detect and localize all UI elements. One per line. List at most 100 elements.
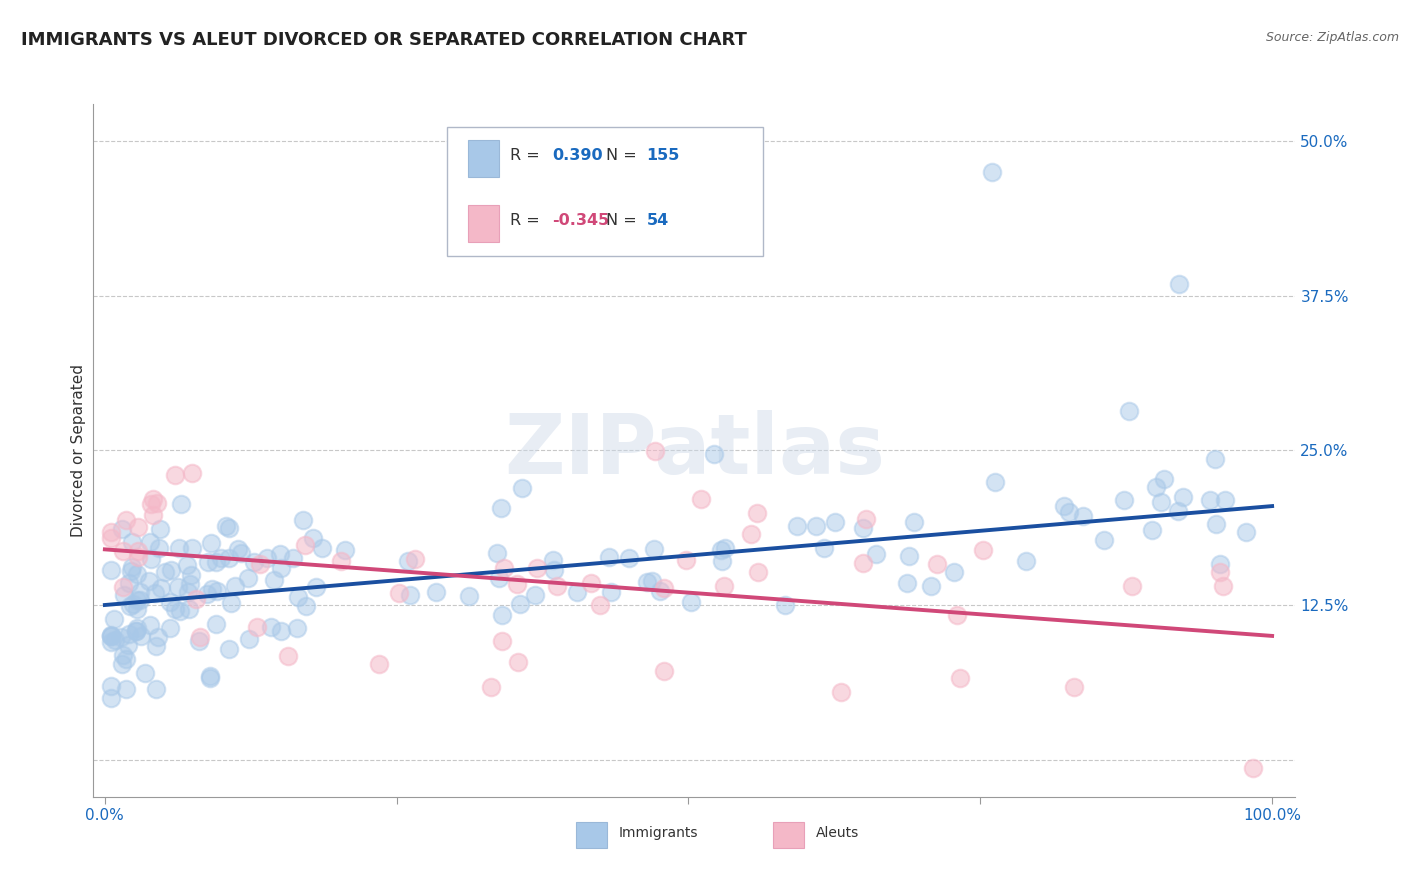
- Point: [1063, 680, 1085, 694]
- Point: [652, 582, 675, 596]
- Point: [200, 669, 222, 683]
- Point: [1205, 517, 1227, 532]
- Point: [1204, 451, 1226, 466]
- Point: [167, 580, 190, 594]
- Point: [153, 565, 176, 579]
- Point: [169, 604, 191, 618]
- Point: [127, 549, 149, 564]
- Point: [249, 557, 271, 571]
- Point: [711, 554, 734, 568]
- Point: [302, 531, 325, 545]
- Point: [775, 599, 797, 613]
- Point: [509, 597, 531, 611]
- Point: [654, 664, 676, 678]
- Point: [218, 550, 240, 565]
- Point: [149, 522, 172, 536]
- Point: [599, 584, 621, 599]
- Point: [115, 682, 138, 697]
- Point: [103, 612, 125, 626]
- Point: [121, 535, 143, 549]
- Point: [100, 629, 122, 643]
- Point: [139, 551, 162, 566]
- Point: [546, 579, 568, 593]
- Point: [176, 585, 198, 599]
- Point: [277, 649, 299, 664]
- Point: [1057, 505, 1080, 519]
- Point: [294, 599, 316, 614]
- Point: [145, 586, 167, 600]
- Text: N =: N =: [606, 148, 637, 163]
- Point: [218, 520, 240, 534]
- Point: [641, 574, 664, 588]
- Point: [1212, 578, 1234, 592]
- Point: [125, 624, 148, 639]
- Point: [526, 561, 548, 575]
- Point: [204, 555, 226, 569]
- Point: [488, 571, 510, 585]
- Point: [118, 576, 141, 591]
- Point: [1112, 492, 1135, 507]
- Point: [425, 585, 447, 599]
- Point: [159, 594, 181, 608]
- Point: [619, 550, 641, 565]
- Point: [1167, 504, 1189, 518]
- Point: [1153, 472, 1175, 486]
- Point: [690, 491, 713, 506]
- Point: [127, 543, 149, 558]
- Point: [852, 556, 875, 570]
- Point: [1092, 533, 1115, 548]
- Point: [287, 590, 309, 604]
- Point: [148, 541, 170, 556]
- Point: [219, 596, 242, 610]
- Point: [270, 561, 292, 575]
- Point: [1015, 554, 1038, 568]
- Point: [117, 638, 139, 652]
- Point: [120, 564, 142, 578]
- Point: [1053, 499, 1076, 513]
- Point: [104, 632, 127, 647]
- Point: [145, 682, 167, 697]
- Point: [404, 552, 426, 566]
- Point: [943, 565, 966, 579]
- Text: N =: N =: [606, 213, 637, 228]
- Point: [510, 481, 533, 495]
- Point: [195, 587, 218, 601]
- Point: [786, 518, 808, 533]
- Point: [648, 584, 671, 599]
- Point: [146, 630, 169, 644]
- Point: [1209, 566, 1232, 580]
- Point: [128, 585, 150, 599]
- Point: [333, 542, 356, 557]
- Point: [283, 551, 305, 566]
- Point: [125, 624, 148, 638]
- Point: [111, 580, 134, 594]
- Y-axis label: Divorced or Separated: Divorced or Separated: [72, 364, 86, 537]
- Point: [120, 599, 142, 614]
- Point: [181, 541, 204, 555]
- Point: [588, 599, 610, 613]
- Point: [1121, 579, 1143, 593]
- Point: [129, 593, 152, 607]
- Point: [121, 597, 143, 611]
- Point: [180, 568, 202, 582]
- Point: [188, 633, 211, 648]
- Point: [1167, 277, 1189, 291]
- Point: [851, 521, 873, 535]
- Point: [100, 627, 122, 641]
- Point: [118, 627, 141, 641]
- Point: [100, 679, 122, 693]
- Point: [920, 579, 942, 593]
- Point: [138, 574, 160, 588]
- Point: [1140, 523, 1163, 537]
- Point: [231, 546, 253, 560]
- Point: [110, 522, 132, 536]
- Point: [142, 491, 165, 506]
- Point: [1199, 493, 1222, 508]
- Point: [209, 550, 232, 565]
- Point: [129, 629, 152, 643]
- Point: [238, 571, 260, 585]
- Point: [1241, 761, 1264, 775]
- Point: [114, 651, 136, 665]
- Point: [270, 624, 292, 638]
- Point: [142, 508, 165, 522]
